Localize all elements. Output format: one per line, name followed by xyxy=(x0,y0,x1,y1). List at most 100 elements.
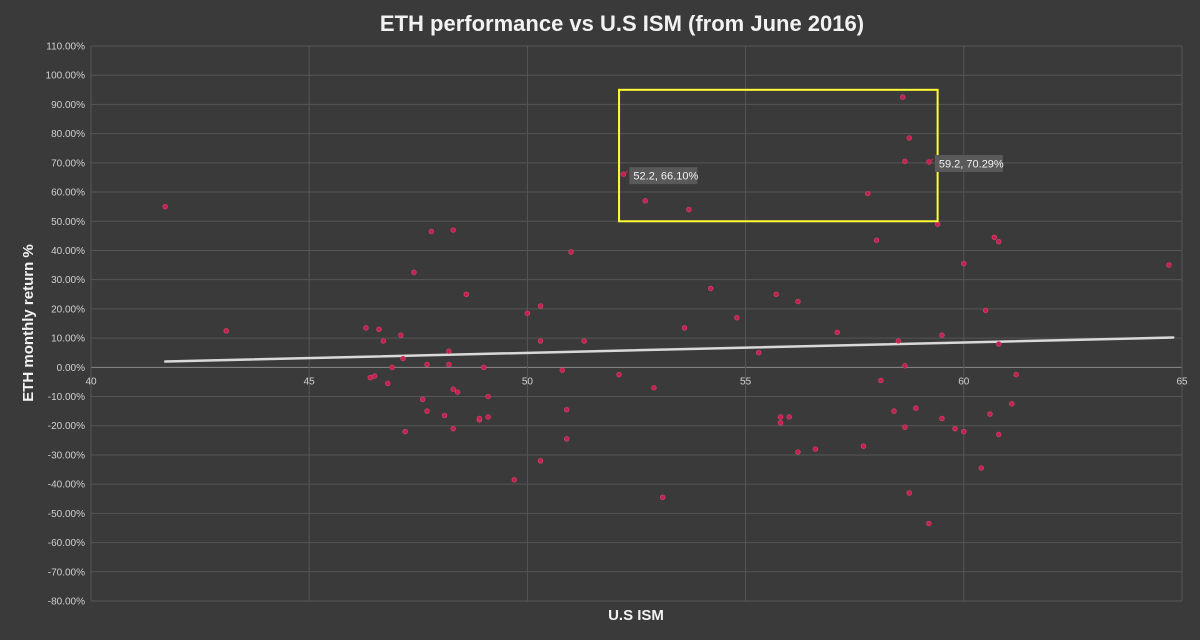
data-point xyxy=(511,477,518,483)
data-point xyxy=(895,338,902,344)
data-point xyxy=(734,314,740,321)
data-point xyxy=(419,396,426,403)
data-point xyxy=(707,285,714,292)
y-tick-label: 60.00% xyxy=(51,188,85,199)
data-point xyxy=(524,310,531,316)
data-point xyxy=(450,386,456,392)
data-point xyxy=(978,465,984,471)
data-point xyxy=(865,190,871,197)
y-tick-label: -10.00% xyxy=(48,392,85,403)
data-point xyxy=(476,415,483,422)
data-point xyxy=(913,405,919,411)
y-tick-label: -30.00% xyxy=(48,450,85,461)
data-point xyxy=(481,364,487,371)
data-point xyxy=(902,363,908,369)
data-point xyxy=(1013,371,1019,378)
data-point xyxy=(873,237,880,243)
data-point xyxy=(834,329,840,335)
data-point xyxy=(686,206,692,213)
y-tick-label: -50.00% xyxy=(48,509,85,520)
data-point xyxy=(659,494,666,501)
data-point xyxy=(777,414,784,420)
data-label: 52.2, 66.10% xyxy=(633,171,698,183)
data-point xyxy=(777,420,784,426)
y-tick-label: 110.00% xyxy=(46,42,85,53)
data-point xyxy=(906,490,912,496)
data-point xyxy=(411,269,417,276)
data-point xyxy=(982,307,989,314)
y-tick-label: 50.00% xyxy=(51,217,85,228)
trendline-layer xyxy=(163,336,1175,363)
data-point xyxy=(380,338,387,344)
data-point xyxy=(568,249,574,255)
data-point xyxy=(400,355,406,362)
x-tick-label: 55 xyxy=(740,376,752,387)
data-point xyxy=(891,408,897,414)
data-point xyxy=(755,350,762,356)
data-points xyxy=(162,94,1172,527)
data-point xyxy=(162,203,168,210)
data-point xyxy=(906,135,912,141)
data-point xyxy=(952,425,958,432)
data-point xyxy=(223,328,229,334)
data-point xyxy=(537,338,544,344)
data-point xyxy=(934,221,941,227)
y-tick-label: -60.00% xyxy=(48,538,85,549)
highlight-box xyxy=(618,88,939,223)
x-tick-label: 50 xyxy=(522,376,534,387)
y-tick-label: 80.00% xyxy=(51,129,85,140)
data-point xyxy=(363,325,369,331)
data-point xyxy=(991,234,998,241)
x-axis-title: U.S ISM xyxy=(608,607,664,624)
y-tick-label: -70.00% xyxy=(48,567,85,578)
data-point xyxy=(398,332,404,338)
data-point xyxy=(441,412,448,419)
y-axis-title: ETH monthly return % xyxy=(20,244,37,402)
data-point xyxy=(961,428,967,435)
data-point xyxy=(860,443,867,449)
x-tick-label: 65 xyxy=(1176,376,1188,387)
data-point xyxy=(996,239,1002,245)
data-point xyxy=(812,446,819,452)
data-point xyxy=(446,361,452,368)
data-point xyxy=(424,408,430,414)
y-tick-label: 10.00% xyxy=(51,334,85,345)
data-point xyxy=(795,298,801,305)
highlight-layer xyxy=(618,88,939,223)
y-tick-label: 20.00% xyxy=(51,304,85,315)
chart-title: ETH performance vs U.S ISM (from June 20… xyxy=(380,11,864,36)
data-point xyxy=(642,198,648,204)
label-leader xyxy=(620,170,628,177)
data-point xyxy=(795,449,801,455)
data-point xyxy=(939,332,945,338)
gridlines xyxy=(90,45,1183,602)
data-point xyxy=(463,291,470,297)
data-point xyxy=(402,428,408,435)
data-point xyxy=(651,385,657,391)
y-tick-label: 70.00% xyxy=(51,158,85,169)
data-point xyxy=(961,260,967,267)
data-point xyxy=(446,348,452,354)
data-point xyxy=(563,406,570,413)
data-point xyxy=(939,415,945,422)
data-point xyxy=(616,371,622,378)
data-point xyxy=(1009,401,1015,407)
y-axis-ticks: 110.00% 100.00% 90.00% 80.00% 70.00% 60.00% 50… xyxy=(46,42,86,608)
data-point xyxy=(996,431,1002,438)
y-tick-label: -20.00% xyxy=(48,421,85,432)
data-label-bg xyxy=(934,154,1003,172)
y-tick-label: 90.00% xyxy=(51,100,85,111)
label-leader xyxy=(926,158,934,165)
y-tick-label: -80.00% xyxy=(48,597,85,608)
data-point xyxy=(376,326,382,333)
data-point xyxy=(878,377,884,384)
y-tick-label: -40.00% xyxy=(48,480,85,491)
y-tick-label: 30.00% xyxy=(51,275,85,286)
x-tick-label: 40 xyxy=(85,376,97,387)
data-point xyxy=(987,411,993,417)
data-point xyxy=(681,325,688,331)
data-labels: 52.2, 66.10% 59.2, 70.29% xyxy=(620,154,1004,185)
data-point xyxy=(371,373,378,379)
